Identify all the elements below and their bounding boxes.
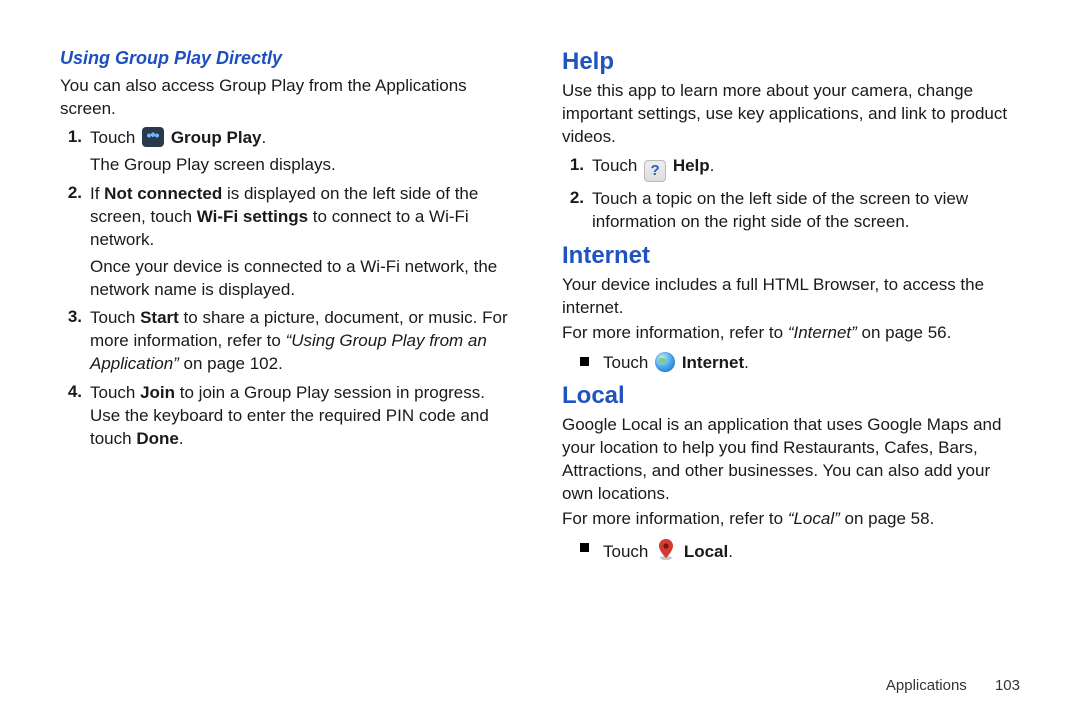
group-play-icon — [142, 127, 164, 147]
internet-globe-icon — [655, 352, 675, 372]
left-intro-text: You can also access Group Play from the … — [60, 75, 518, 121]
subhead-using-group-play: Using Group Play Directly — [60, 48, 518, 69]
internet-intro: Your device includes a full HTML Browser… — [562, 274, 1020, 320]
help-step1-app: Help — [668, 156, 710, 175]
left-step-3: 3. Touch Start to share a picture, docum… — [60, 307, 518, 376]
help-step1-tail: . — [710, 156, 715, 175]
local-bullet-tail: . — [728, 542, 733, 561]
step-number: 1. — [562, 155, 592, 175]
step2-sub: Once your device is connected to a Wi-Fi… — [90, 256, 518, 302]
local-pin-icon — [655, 537, 677, 561]
step1-tail: . — [262, 128, 267, 147]
local-intro: Google Local is an application that uses… — [562, 414, 1020, 506]
step1-app-name: Group Play — [166, 128, 261, 147]
left-step-4: 4. Touch Join to join a Group Play sessi… — [60, 382, 518, 451]
local-bullet: Touch Local. — [580, 537, 1020, 564]
page-footer: Applications 103 — [886, 677, 1020, 694]
step1-pre: Touch — [90, 128, 140, 147]
step-number: 2. — [60, 183, 90, 203]
step-number: 1. — [60, 127, 90, 147]
help-step2-text: Touch a topic on the left side of the sc… — [592, 188, 1020, 234]
step-number: 4. — [60, 382, 90, 402]
internet-bullet: Touch Internet. — [580, 351, 1020, 375]
local-bullet-app: Local — [679, 542, 728, 561]
step1-sub: The Group Play screen displays. — [90, 154, 518, 177]
help-intro: Use this app to learn more about your ca… — [562, 80, 1020, 149]
step2-line: If Not connected is displayed on the lef… — [90, 184, 478, 249]
manual-page: Using Group Play Directly You can also a… — [0, 0, 1080, 720]
internet-bullet-pre: Touch — [603, 353, 653, 372]
heading-help: Help — [562, 48, 1020, 76]
bullet-square-icon — [580, 357, 589, 366]
heading-local: Local — [562, 382, 1020, 410]
step3-line: Touch Start to share a picture, document… — [90, 308, 508, 373]
left-step-1: 1. Touch Group Play. The Group Play scre… — [60, 127, 518, 177]
help-step1-pre: Touch — [592, 156, 642, 175]
help-step-1: 1. Touch Help. — [562, 155, 1020, 182]
footer-section-name: Applications — [886, 677, 967, 694]
left-step-2: 2. If Not connected is displayed on the … — [60, 183, 518, 302]
left-column: Using Group Play Directly You can also a… — [50, 48, 540, 690]
left-steps-list: 1. Touch Group Play. The Group Play scre… — [60, 127, 518, 451]
help-step-2: 2. Touch a topic on the left side of the… — [562, 188, 1020, 234]
footer-page-number: 103 — [995, 677, 1020, 694]
step-number: 2. — [562, 188, 592, 208]
internet-refer: For more information, refer to “Internet… — [562, 322, 1020, 345]
internet-bullet-tail: . — [744, 353, 749, 372]
right-column: Help Use this app to learn more about yo… — [540, 48, 1030, 690]
step-number: 3. — [60, 307, 90, 327]
local-bullet-pre: Touch — [603, 542, 653, 561]
help-icon — [644, 160, 666, 182]
local-refer: For more information, refer to “Local” o… — [562, 508, 1020, 531]
step4-line: Touch Join to join a Group Play session … — [90, 383, 489, 448]
help-steps: 1. Touch Help. 2. Touch a topic on the l… — [562, 155, 1020, 234]
internet-bullet-app: Internet — [677, 353, 744, 372]
heading-internet: Internet — [562, 242, 1020, 270]
bullet-square-icon — [580, 543, 589, 552]
